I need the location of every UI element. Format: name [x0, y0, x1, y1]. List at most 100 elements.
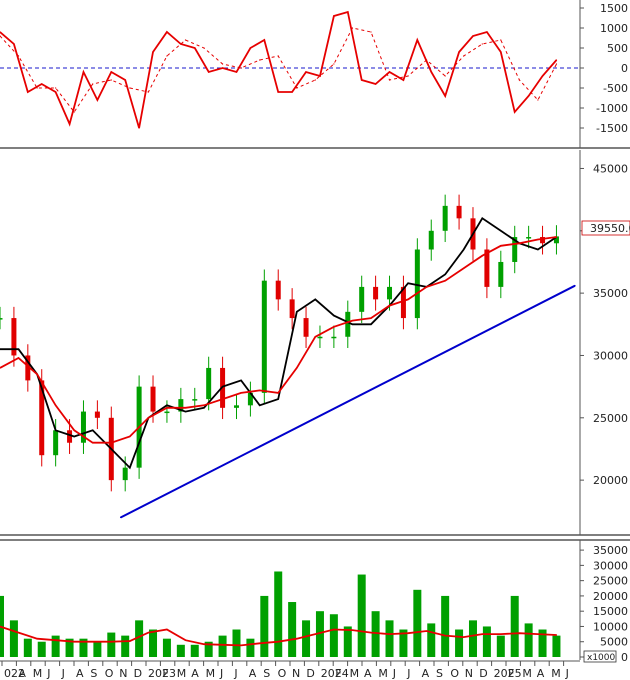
- oscillator-line-point: [375, 83, 377, 85]
- price-candle: [345, 311, 351, 337]
- x-tick-label: 2025: [494, 667, 522, 680]
- oscillator-line-point: [208, 71, 210, 73]
- oscillator-line-point: [528, 95, 530, 97]
- price-ma-fast-point: [314, 298, 316, 300]
- oscillator-signal-line-point: [518, 79, 520, 81]
- oscillator-line-point: [416, 39, 418, 41]
- oscillator-line-point: [555, 59, 558, 61]
- volume-ma-line-point: [92, 641, 94, 643]
- x-tick-label: M: [522, 667, 532, 680]
- volume-bar: [218, 635, 227, 657]
- oscillator-signal-line-point: [537, 99, 539, 101]
- volume-ma-line-point: [17, 631, 20, 634]
- oscillator-line-point: [235, 71, 238, 73]
- price-candle: [456, 205, 462, 219]
- volume-bar: [232, 629, 241, 657]
- y-tick-label: 20000: [593, 474, 628, 487]
- price-candle: [67, 430, 73, 443]
- y-tick-label: 30000: [593, 349, 628, 362]
- price-ma-fast-point: [277, 398, 279, 400]
- volume-ma-line-point: [500, 633, 502, 635]
- volume-ma-line-point: [259, 642, 261, 644]
- x-tick-label: M: [33, 667, 43, 680]
- volume-ma-line-point: [463, 636, 465, 638]
- volume-unit-badge: x1000: [583, 650, 617, 663]
- oscillator-line-point: [0, 31, 1, 33]
- x-tick-label: 2023: [148, 667, 176, 680]
- volume-ma-line-point: [203, 643, 205, 645]
- volume-ma-line-point: [444, 635, 446, 637]
- price-ma-fast-point: [444, 273, 446, 276]
- oscillator-line-point: [333, 15, 335, 17]
- oscillator-line-point: [319, 75, 321, 77]
- price-ma-slow-point: [259, 389, 261, 391]
- oscillator-line-point: [41, 83, 43, 85]
- price-candle: [428, 230, 434, 250]
- oscillator-signal-line-point: [110, 79, 112, 81]
- price-candle: [192, 399, 198, 401]
- x-tick-label: J: [406, 667, 410, 680]
- x-tick-label: D: [134, 667, 142, 680]
- oscillator-line-point: [486, 31, 488, 33]
- price-ma-slow-point: [518, 242, 520, 244]
- x-tick-label: M: [177, 667, 187, 680]
- oscillator-line-point: [277, 91, 279, 93]
- y-tick-label: 500: [607, 42, 628, 55]
- y-tick-label: 35000: [593, 287, 628, 300]
- price-ma-slow-point: [36, 373, 38, 375]
- volume-ma-line-point: [129, 640, 131, 642]
- oscillator-line-point: [194, 47, 196, 49]
- price-ma-fast-point: [537, 248, 539, 251]
- price-ma-slow-point: [500, 245, 502, 247]
- price-ma-fast-point: [370, 323, 372, 325]
- oscillator-signal-line-point: [277, 55, 279, 57]
- volume-bar: [385, 620, 394, 657]
- oscillator-line-point: [402, 79, 405, 81]
- price-candle: [233, 405, 239, 408]
- y-tick-label: 1000: [600, 22, 628, 35]
- volume-bar: [274, 571, 283, 657]
- price-ma-slow-point: [296, 367, 298, 369]
- oscillator-line-point: [472, 35, 474, 37]
- y-tick-label: -1000: [596, 102, 628, 115]
- x-tick-label: 2024: [321, 667, 349, 680]
- y-tick-label: -1500: [596, 122, 628, 135]
- price-ma-fast-point: [203, 407, 205, 409]
- volume-bar: [538, 629, 547, 657]
- y-tick-label: 15000: [593, 605, 628, 618]
- price-candle: [122, 467, 128, 481]
- price-candle: [11, 318, 17, 356]
- oscillator-signal-line-point: [407, 75, 409, 77]
- x-tick-label: J: [565, 667, 569, 680]
- volume-ma-line-point: [221, 644, 224, 646]
- volume-panel: 35000 30000 25000 20000 15000 10000 5000 0 x100…: [0, 539, 630, 664]
- volume-bar: [107, 632, 116, 657]
- x-tick-label: O: [450, 667, 459, 680]
- oscillator-signal-line-point: [555, 63, 558, 65]
- y-tick-label: 25000: [593, 575, 628, 588]
- x-tick-label: F: [508, 667, 514, 680]
- price-ma-fast-point: [184, 410, 187, 413]
- y-tick-label: 20000: [593, 590, 628, 603]
- volume-ma-line-point: [351, 629, 354, 631]
- volume-bar: [246, 638, 255, 657]
- price-ma-fast-point: [259, 404, 261, 406]
- price-ma-slow-point: [370, 317, 372, 319]
- volume-ma-line-point: [555, 634, 558, 636]
- oscillator-line-point: [110, 71, 112, 73]
- x-tick-label: N: [119, 667, 127, 680]
- oscillator-line-point: [444, 95, 446, 97]
- x-tick-label: S: [436, 667, 443, 680]
- volume-ma-line-point: [110, 641, 112, 643]
- oscillator-signal-line-point: [296, 87, 298, 89]
- price-candle: [512, 237, 518, 262]
- volume-bar: [427, 623, 436, 657]
- oscillator-panel: 1500 1000 500 0 -500 -1000 -1500: [0, 0, 630, 149]
- volume-unit-label: x1000: [587, 653, 616, 663]
- volume-bar: [441, 595, 450, 657]
- price-ma-fast-point: [221, 386, 224, 388]
- price-ma-fast-point: [240, 379, 242, 381]
- price-ma-slow-point: [426, 286, 428, 288]
- price-ma-slow-point: [555, 236, 558, 238]
- volume-bar: [93, 641, 102, 657]
